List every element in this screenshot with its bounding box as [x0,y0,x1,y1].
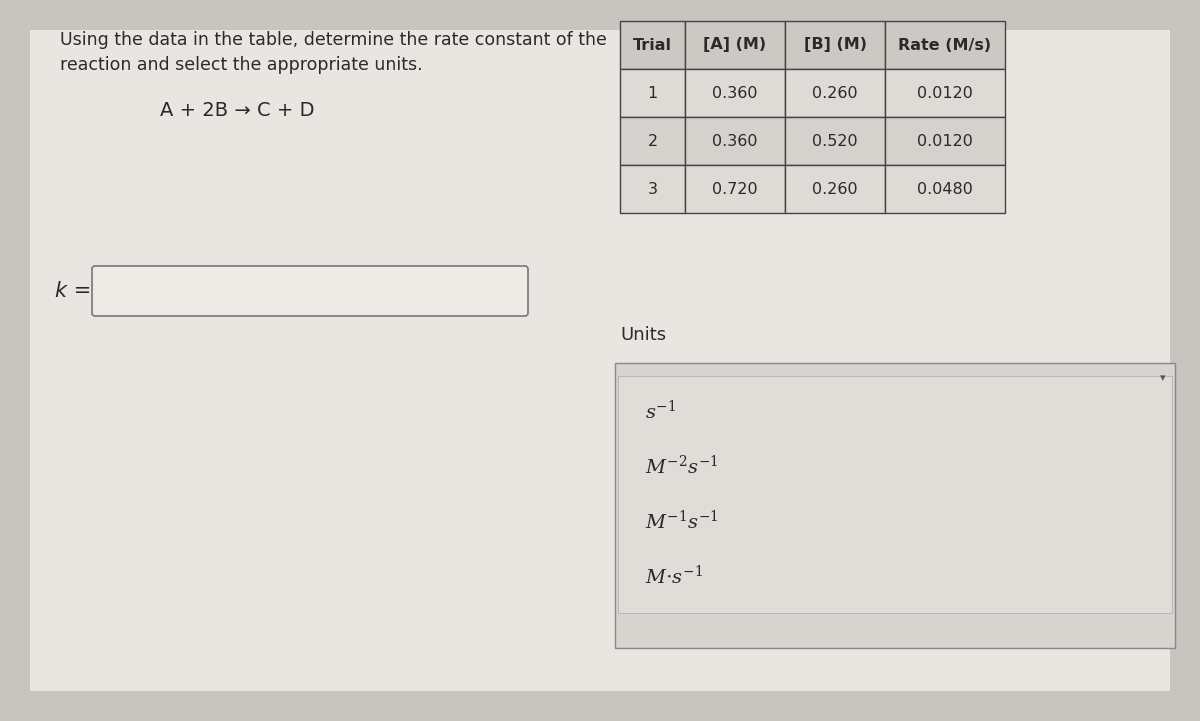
Text: Rate (M/s): Rate (M/s) [899,37,991,53]
Bar [685,165,785,213]
Text: 0.720: 0.720 [712,182,758,197]
Bar [685,21,785,69]
Text: 1: 1 [647,86,658,100]
Bar [886,21,1006,69]
Text: reaction and select the appropriate units.: reaction and select the appropriate unit… [60,56,422,74]
Bar [620,21,685,69]
Bar [685,117,785,165]
Text: 3: 3 [648,182,658,197]
Text: 0.260: 0.260 [812,182,858,197]
Text: 0.0480: 0.0480 [917,182,973,197]
Text: A + 2B → C + D: A + 2B → C + D [160,101,314,120]
Text: $M^{-1}s^{-1}$: $M^{-1}s^{-1}$ [646,510,719,533]
FancyBboxPatch shape [92,266,528,316]
Text: [A] (M): [A] (M) [703,37,767,53]
Bar [620,165,685,213]
Bar [685,69,785,117]
Text: $s^{-1}$: $s^{-1}$ [646,399,676,423]
Bar [785,117,886,165]
Text: 0.0120: 0.0120 [917,133,973,149]
Text: 0.360: 0.360 [713,86,757,100]
Text: 0.360: 0.360 [713,133,757,149]
Text: 2: 2 [648,133,658,149]
Text: $M{\cdot}s^{-1}$: $M{\cdot}s^{-1}$ [646,565,703,588]
Bar [616,363,1175,648]
Text: Using the data in the table, determine the rate constant of the: Using the data in the table, determine t… [60,31,607,49]
Text: Units: Units [620,326,666,344]
Text: Trial: Trial [634,37,672,53]
Text: k =: k = [55,281,91,301]
Bar [620,69,685,117]
Text: 0.520: 0.520 [812,133,858,149]
Bar [785,21,886,69]
Bar [618,376,1172,613]
Bar [886,69,1006,117]
Text: 0.0120: 0.0120 [917,86,973,100]
Text: $M^{-2}s^{-1}$: $M^{-2}s^{-1}$ [646,454,719,477]
Bar [886,165,1006,213]
Text: 0.260: 0.260 [812,86,858,100]
Text: ▾: ▾ [1160,373,1166,383]
Text: [B] (M): [B] (M) [804,37,866,53]
Bar [886,117,1006,165]
Bar [620,117,685,165]
Bar [785,165,886,213]
Bar [785,69,886,117]
